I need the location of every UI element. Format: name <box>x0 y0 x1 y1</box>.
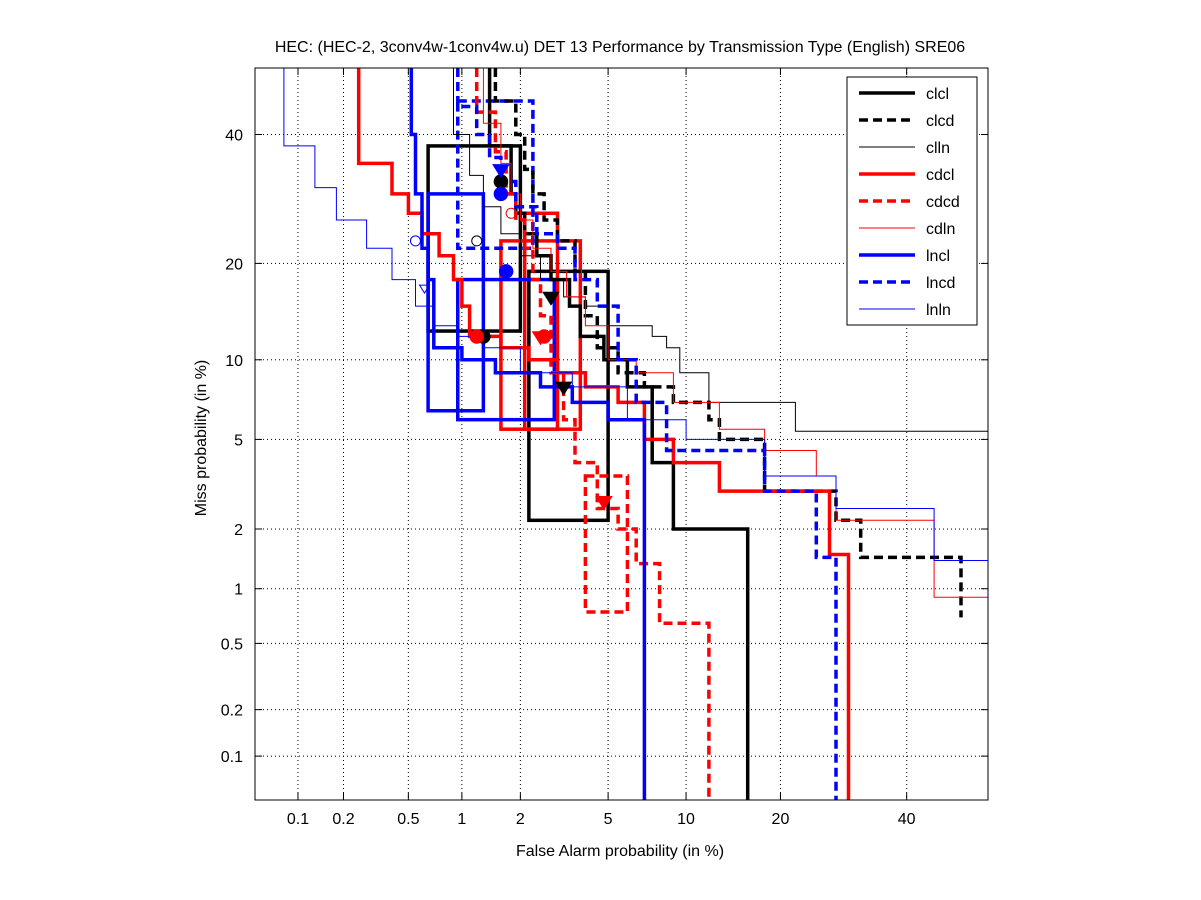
series-line-lncd <box>456 68 838 800</box>
axis-ticks: 0.1 0.2 0.5 1 2 5 10 20 40 0.1 0.2 0.5 1 2 5 10 20 40 <box>221 68 988 828</box>
actual-dcf-marker-clln <box>471 235 483 247</box>
legend-label-lncl: lncl <box>926 248 950 265</box>
series-lines <box>255 67 988 800</box>
legend-label-clcd: clcd <box>926 113 954 130</box>
y-tick-label: 40 <box>225 128 243 145</box>
x-tick-label: 0.1 <box>287 811 309 828</box>
y-tick-label: 1 <box>234 582 243 599</box>
min-dcf-marker-lncl <box>492 164 510 179</box>
actual-dcf-marker-lncd <box>493 186 509 202</box>
step-box-lncl <box>426 192 486 413</box>
step-box-lncl <box>456 277 557 422</box>
min-dcf-marker-clcd <box>554 381 573 396</box>
y-tick-label: 2 <box>234 522 243 539</box>
legend-label-cdcl: cdcl <box>926 167 954 184</box>
y-tick-label: 20 <box>225 256 243 273</box>
step-box-cdcd <box>583 474 630 614</box>
step-box-clcl <box>527 269 610 523</box>
actual-dcf-marker-lncl <box>498 264 514 279</box>
extra-boxes <box>426 99 630 614</box>
chart-title: HEC: (HEC-2, 3conv4w-1conv4w.u) DET 13 P… <box>275 39 965 56</box>
min-dcf-marker-clcl <box>542 291 560 306</box>
x-tick-label: 20 <box>772 811 790 828</box>
actual-dcf-marker-cdcd <box>536 329 552 344</box>
series-line-cdcd <box>474 68 711 800</box>
x-axis-label: False Alarm probability (in %) <box>516 843 724 860</box>
actual-dcf-marker-cdcl <box>469 329 484 344</box>
legend-label-clcl: clcl <box>926 86 949 103</box>
legend-label-cdcd: cdcd <box>926 194 960 211</box>
step-box-cdcl <box>522 211 560 431</box>
y-tick-label: 0.2 <box>221 703 243 720</box>
y-tick-label: 0.1 <box>221 749 243 766</box>
x-tick-label: 2 <box>516 811 525 828</box>
y-axis-label: Miss probability (in %) <box>193 360 210 516</box>
x-tick-label: 0.5 <box>397 811 419 828</box>
legend-label-lnln: lnln <box>926 302 951 319</box>
y-tick-label: 5 <box>234 432 243 449</box>
y-tick-label: 10 <box>225 353 243 370</box>
series-markers <box>409 164 613 511</box>
x-tick-label: 40 <box>898 811 916 828</box>
x-tick-label: 0.2 <box>332 811 354 828</box>
legend-label-cdln: cdln <box>926 221 955 238</box>
x-tick-label: 5 <box>604 811 613 828</box>
legend-label-lncd: lncd <box>926 275 955 292</box>
min-dcf-marker-cdcd <box>595 495 613 511</box>
x-tick-label: 1 <box>457 811 466 828</box>
y-tick-label: 0.5 <box>221 636 243 653</box>
legend-label-clln: clln <box>926 140 950 157</box>
actual-dcf-marker-lnln <box>409 235 421 247</box>
series-line-lncl <box>409 68 647 800</box>
legend: clcl clcd clln cdcl cdcd cdln lncl lncd lnln <box>846 76 978 326</box>
x-tick-label: 10 <box>677 811 695 828</box>
min-dcf-marker-lnln <box>418 284 431 295</box>
legend-box <box>846 76 978 326</box>
axes-frame <box>254 67 989 801</box>
actual-dcf-marker-cdln <box>505 207 517 219</box>
